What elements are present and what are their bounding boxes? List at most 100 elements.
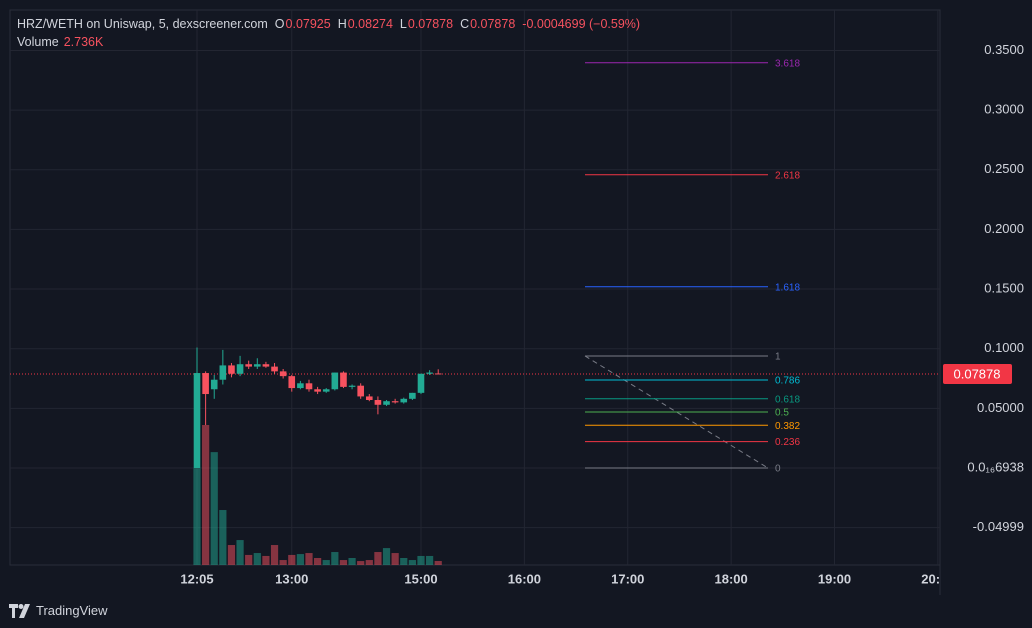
volume-bar — [193, 468, 201, 565]
candle-body — [400, 398, 408, 403]
candle-body — [271, 366, 278, 372]
volume-bar — [365, 560, 373, 565]
volume-bar — [357, 561, 365, 565]
axes: 0.3500 0.3000 0.2500 0.2000 0.1500 0.1000 0.05… — [943, 42, 1024, 534]
candle-body — [202, 373, 209, 395]
branding: TradingView — [9, 603, 108, 618]
candle-body — [426, 372, 433, 374]
volume-bar — [262, 555, 270, 565]
volume-bar — [296, 554, 304, 565]
y-tick-label: 0.2500 — [984, 161, 1024, 176]
fib-label: 0.382 — [775, 421, 800, 432]
volume-bar — [434, 561, 442, 565]
fibonacci: 0 0.236 0.382 0.5 0.618 0.786 1 1.618 2.618 3.618 — [584, 58, 800, 475]
volume-bar — [219, 510, 227, 565]
y-tick-label: 0.3000 — [984, 102, 1024, 117]
volume-bar — [391, 553, 399, 565]
candle-body — [210, 379, 218, 390]
volume-bar — [270, 545, 279, 565]
y-tick-label: 0.1500 — [984, 280, 1024, 295]
x-tick-label: 15:00 — [404, 571, 437, 586]
volume-bar — [305, 553, 313, 565]
candle-body — [417, 373, 425, 393]
legend-row: HRZ/WETH on Uniswap, 5, dexscreener.com … — [17, 15, 640, 33]
ohlc-label: C — [460, 17, 470, 31]
fib-label: 0.786 — [775, 376, 800, 387]
volume-bar — [202, 425, 210, 565]
last-price-label: 0.07878 — [954, 366, 1001, 381]
fib-label: 3.618 — [775, 58, 800, 69]
volume-bar — [408, 560, 416, 565]
candle-body — [193, 373, 201, 469]
change: -0.0004699 (−0.59%) — [522, 17, 641, 31]
volume-bar — [227, 545, 236, 565]
candle-body — [383, 401, 390, 405]
volume-value: 2.736K — [63, 35, 104, 49]
y-tick-label: 0.2000 — [984, 221, 1024, 236]
fib-label: 0.236 — [775, 437, 800, 448]
candle-body — [279, 371, 287, 377]
candle-body — [348, 385, 356, 387]
volume-bar — [322, 560, 330, 565]
candles — [193, 347, 442, 469]
x-tick-label: 19:00 — [818, 571, 851, 586]
ohlc-value: 0.07878 — [407, 17, 454, 31]
x-tick-label: 20:00 — [921, 571, 954, 586]
volume-bar — [288, 554, 296, 565]
volume-bar — [253, 553, 261, 565]
symbol: HRZ/WETH on Uniswap, 5, dexscreener.com — [17, 17, 268, 31]
volume-bar — [374, 552, 382, 565]
volume — [193, 425, 442, 565]
candle-body — [391, 401, 399, 403]
candle-body — [374, 400, 382, 405]
y-tick-label: 0.1000 — [984, 340, 1024, 355]
fib-label: 1 — [775, 352, 781, 363]
ohlc-label: H — [337, 17, 347, 31]
candle-body — [434, 373, 442, 375]
volume-bar — [331, 552, 339, 565]
logo — [9, 603, 30, 618]
ohlc-value: 0.07925 — [285, 17, 331, 31]
candle-body — [305, 383, 313, 390]
candle-body — [254, 364, 261, 367]
x-tick-label: 13:00 — [275, 571, 308, 586]
x-tick-label: 17:00 — [611, 571, 644, 586]
y-tick-label: -0.04999 — [973, 519, 1024, 534]
volume-bar — [426, 555, 434, 565]
volume-bar — [417, 555, 425, 565]
candle-body — [340, 372, 347, 387]
candle-body — [219, 365, 227, 380]
candle-body — [288, 376, 296, 389]
volume-bar — [400, 558, 408, 565]
volume-bar — [339, 560, 348, 565]
y-tick-label: 0.3500 — [984, 42, 1024, 57]
candle-body — [331, 372, 339, 390]
candle-body — [357, 385, 364, 397]
legend-row: Volume 2.736K — [17, 33, 640, 51]
fib-label: 0.5 — [775, 408, 789, 419]
ohlc-label: L — [399, 17, 407, 31]
fib-label: 0 — [775, 464, 781, 475]
volume-bar — [382, 548, 391, 565]
fib-label: 0.618 — [775, 394, 800, 405]
fib-label: 1.618 — [775, 282, 800, 293]
volume-bar — [314, 558, 322, 565]
volume-bar — [236, 540, 244, 565]
candle-body — [236, 364, 244, 374]
candle-body — [322, 389, 330, 392]
grid — [10, 10, 940, 565]
candle-body — [245, 364, 252, 367]
legend: HRZ/WETH on Uniswap, 5, dexscreener.com … — [17, 15, 640, 51]
x-tick-label: 18:00 — [715, 571, 748, 586]
volume-label: Volume — [17, 35, 59, 49]
candle-body — [262, 364, 270, 367]
x-tick-label: 12:05 — [180, 571, 213, 586]
ohlc-value: 0.08274 — [347, 17, 393, 31]
time-axis: 12:05 13:00 15:00 16:00 17:00 18:00 19:00 20:00 — [180, 571, 954, 586]
plot-area — [9, 9, 941, 566]
candle-body — [409, 392, 416, 399]
candle-body — [297, 383, 304, 389]
volume-bar — [348, 558, 356, 565]
